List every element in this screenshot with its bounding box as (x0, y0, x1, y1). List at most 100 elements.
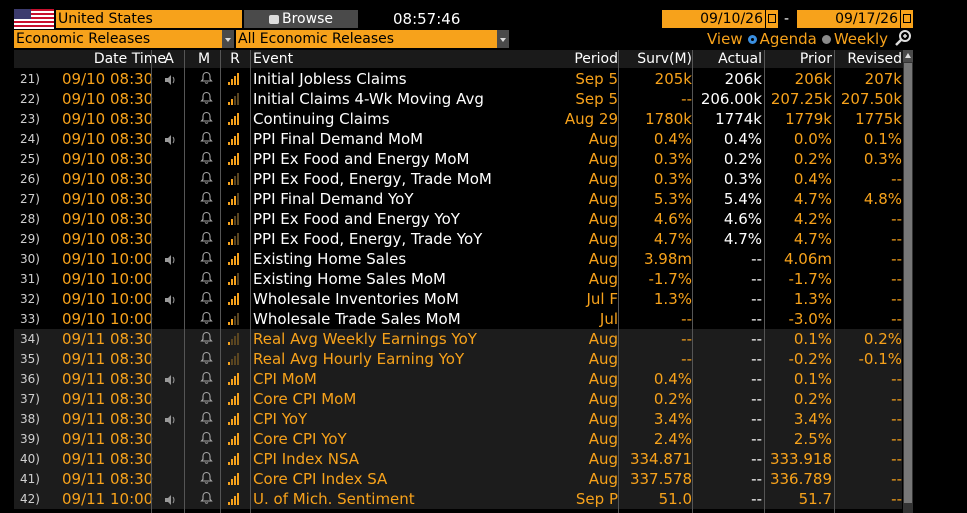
col-surv[interactable]: Surv(M) (637, 51, 692, 67)
col-event[interactable]: Event (253, 51, 294, 67)
bell-icon[interactable] (200, 131, 216, 151)
zoom-icon[interactable] (893, 29, 913, 47)
row-event[interactable]: Existing Home Sales (253, 250, 407, 268)
table-row[interactable]: 42) 09/11 10:00 U. of Mich. Sentiment Sep P… (14, 489, 902, 509)
bell-icon[interactable] (200, 391, 216, 411)
table-row[interactable]: 21) 09/10 08:30 Initial Jobless Claims Sep … (14, 69, 902, 89)
table-row[interactable]: 29) 09/10 08:30 PPI Ex Food, Energy, Trade… (14, 229, 902, 249)
col-a[interactable]: A (164, 51, 174, 67)
bell-icon[interactable] (200, 171, 216, 191)
calendar-to-icon[interactable] (901, 10, 913, 28)
bell-icon[interactable] (200, 151, 216, 171)
bell-icon[interactable] (200, 411, 216, 431)
table-row[interactable]: 41) 09/11 08:30 Core CPI Index SA Aug 337.57… (14, 469, 902, 489)
row-event[interactable]: PPI Ex Food, Energy, Trade YoY (253, 230, 483, 248)
row-event[interactable]: PPI Final Demand YoY (253, 190, 414, 208)
date-from-field[interactable]: 09/10/26 (662, 10, 765, 28)
table-row[interactable]: 34) 09/11 08:30 Real Avg Weekly Earnings Y… (14, 329, 902, 349)
bell-icon[interactable] (200, 251, 216, 271)
agenda-option-label[interactable]: Agenda (759, 30, 817, 48)
speaker-icon[interactable] (164, 372, 182, 392)
row-event[interactable]: Initial Jobless Claims (253, 70, 407, 88)
bell-icon[interactable] (200, 111, 216, 131)
calendar-from-icon[interactable] (766, 10, 778, 28)
scroll-up-icon[interactable] (903, 50, 913, 62)
col-period[interactable]: Period (574, 51, 618, 67)
scroll-thumb[interactable] (904, 63, 912, 503)
table-row[interactable]: 32) 09/10 10:00 Wholesale Inventories MoM J… (14, 289, 902, 309)
speaker-icon[interactable] (164, 292, 182, 312)
table-row[interactable]: 28) 09/10 08:30 PPI Ex Food and Energy YoY… (14, 209, 902, 229)
row-event[interactable]: PPI Ex Food and Energy MoM (253, 150, 470, 168)
browse-button[interactable]: Browse (244, 10, 358, 28)
col-datetime[interactable]: Date Time (93, 51, 166, 67)
col-r[interactable]: R (230, 51, 240, 67)
table-row[interactable]: 23) 09/10 08:30 Continuing Claims Aug 29 178… (14, 109, 902, 129)
table-row[interactable]: 30) 09/10 10:00 Existing Home Sales Aug 3.98… (14, 249, 902, 269)
col-prior[interactable]: Prior (799, 51, 832, 67)
bell-icon[interactable] (200, 291, 216, 311)
row-event[interactable]: Wholesale Trade Sales MoM (253, 310, 461, 328)
row-event[interactable]: Existing Home Sales MoM (253, 270, 447, 288)
table-row[interactable]: 35) 09/11 08:30 Real Avg Hourly Earning Yo… (14, 349, 902, 369)
table-row[interactable]: 26) 09/10 08:30 PPI Ex Food, Energy, Trade… (14, 169, 902, 189)
table-row[interactable]: 39) 09/11 08:30 Core CPI YoY Aug 2.4% -- 2.5% -… (14, 429, 902, 449)
row-event[interactable]: PPI Ex Food and Energy YoY (253, 210, 460, 228)
row-event[interactable]: Core CPI MoM (253, 390, 357, 408)
bell-icon[interactable] (200, 431, 216, 451)
weekly-radio[interactable] (821, 35, 831, 44)
bell-icon[interactable] (200, 311, 216, 331)
table-row[interactable]: 22) 09/10 08:30 Initial Claims 4-Wk Moving… (14, 89, 902, 109)
row-event[interactable]: Core CPI YoY (253, 430, 347, 448)
bell-icon[interactable] (200, 331, 216, 351)
bell-icon[interactable] (200, 351, 216, 371)
row-event[interactable]: Continuing Claims (253, 110, 390, 128)
bell-icon[interactable] (200, 191, 216, 211)
row-event[interactable]: Wholesale Inventories MoM (253, 290, 459, 308)
speaker-icon[interactable] (164, 252, 182, 272)
bell-icon[interactable] (200, 271, 216, 291)
bell-icon[interactable] (200, 471, 216, 491)
row-event[interactable]: Real Avg Weekly Earnings YoY (253, 330, 477, 348)
table-row[interactable]: 40) 09/11 08:30 CPI Index NSA Aug 334.871 -- 3… (14, 449, 902, 469)
date-to-field[interactable]: 09/17/26 (797, 10, 900, 28)
row-event[interactable]: Initial Claims 4-Wk Moving Avg (253, 90, 484, 108)
col-m[interactable]: M (197, 51, 211, 67)
bell-icon[interactable] (200, 491, 216, 511)
table-row[interactable]: 38) 09/11 08:30 CPI YoY Aug 3.4% -- 3.4% -- (14, 409, 902, 429)
table-row[interactable]: 33) 09/10 10:00 Wholesale Trade Sales MoM J… (14, 309, 902, 329)
table-row[interactable]: 37) 09/11 08:30 Core CPI MoM Aug 0.2% -- 0.2% -… (14, 389, 902, 409)
row-event[interactable]: CPI MoM (253, 370, 317, 388)
country-field[interactable]: United States (56, 10, 242, 28)
table-row[interactable]: 24) 09/10 08:30 PPI Final Demand MoM Aug 0.4… (14, 129, 902, 149)
bell-icon[interactable] (200, 71, 216, 91)
speaker-icon[interactable] (164, 132, 182, 152)
bell-icon[interactable] (200, 231, 216, 251)
bell-icon[interactable] (200, 211, 216, 231)
row-event[interactable]: Core CPI Index SA (253, 470, 388, 488)
row-event[interactable]: Real Avg Hourly Earning YoY (253, 350, 465, 368)
scrollbar[interactable] (903, 50, 913, 513)
table-row[interactable]: 36) 09/11 08:30 CPI MoM Aug 0.4% -- 0.1% -- (14, 369, 902, 389)
row-event[interactable]: PPI Final Demand MoM (253, 130, 424, 148)
us-flag-icon (14, 9, 54, 29)
agenda-radio[interactable] (747, 35, 757, 44)
row-event[interactable]: CPI Index NSA (253, 450, 360, 468)
table-row[interactable]: 31) 09/10 10:00 Existing Home Sales MoM Aug… (14, 269, 902, 289)
weekly-option-label[interactable]: Weekly (833, 30, 888, 48)
col-revised[interactable]: Revised (847, 51, 902, 67)
release-filter-dropdown[interactable]: All Economic Releases (236, 30, 509, 48)
row-event[interactable]: CPI YoY (253, 410, 308, 428)
col-actual[interactable]: Actual (718, 51, 762, 67)
speaker-icon[interactable] (164, 492, 182, 512)
bell-icon[interactable] (200, 371, 216, 391)
speaker-icon[interactable] (164, 412, 182, 432)
table-row[interactable]: 27) 09/10 08:30 PPI Final Demand YoY Aug 5.3… (14, 189, 902, 209)
speaker-icon[interactable] (164, 72, 182, 92)
release-type-dropdown[interactable]: Economic Releases (14, 30, 234, 48)
row-event[interactable]: U. of Mich. Sentiment (253, 490, 415, 508)
table-row[interactable]: 25) 09/10 08:30 PPI Ex Food and Energy MoM… (14, 149, 902, 169)
row-event[interactable]: PPI Ex Food, Energy, Trade MoM (253, 170, 492, 188)
bell-icon[interactable] (200, 451, 216, 471)
bell-icon[interactable] (200, 91, 216, 111)
